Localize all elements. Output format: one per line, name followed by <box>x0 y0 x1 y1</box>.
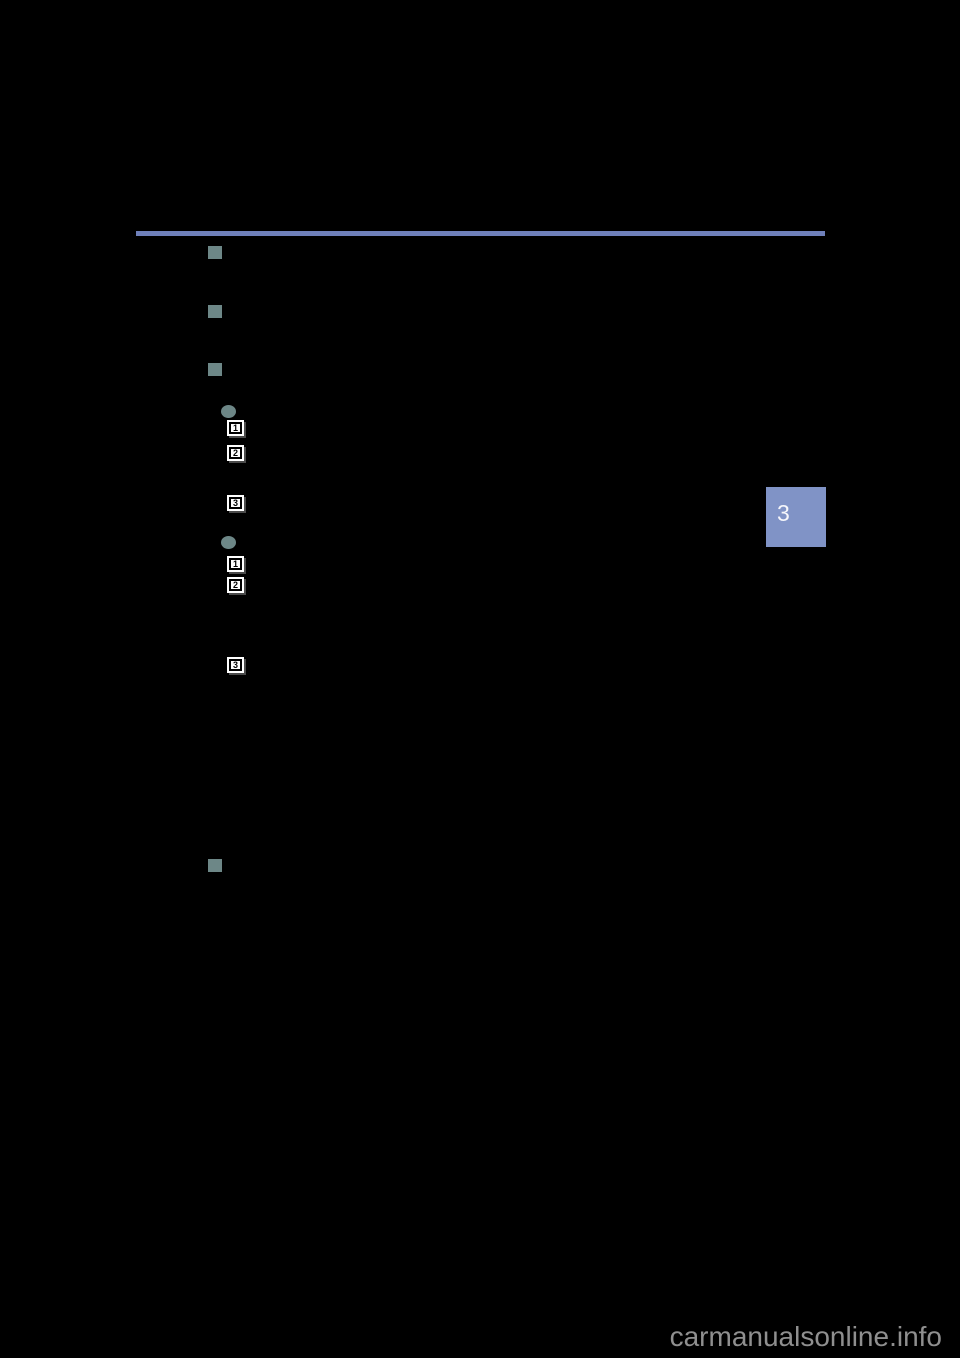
step-number-label: 3 <box>229 497 242 509</box>
square-bullet-icon <box>208 246 222 259</box>
step-number-label: 1 <box>229 422 242 434</box>
step-number-badge: 3 <box>227 657 244 673</box>
step-number-label: 2 <box>229 579 242 591</box>
step-number-badge: 2 <box>227 577 244 593</box>
watermark-text: carmanualsonline.info <box>669 1321 942 1352</box>
step-number-label: 1 <box>229 558 242 570</box>
step-number-badge: 1 <box>227 556 244 572</box>
square-bullet-icon <box>208 363 222 376</box>
section-divider-rule <box>136 231 825 236</box>
circle-bullet-icon <box>221 536 236 549</box>
square-bullet-icon <box>208 305 222 318</box>
chapter-tab: 3 <box>766 487 826 547</box>
step-number-label: 3 <box>229 659 242 671</box>
step-number-badge: 1 <box>227 420 244 436</box>
square-bullet-icon <box>208 859 222 872</box>
step-number-label: 2 <box>229 447 242 459</box>
chapter-number-label: 3 <box>777 500 790 526</box>
step-number-badge: 2 <box>227 445 244 461</box>
circle-bullet-icon <box>221 405 236 418</box>
step-number-badge: 3 <box>227 495 244 511</box>
